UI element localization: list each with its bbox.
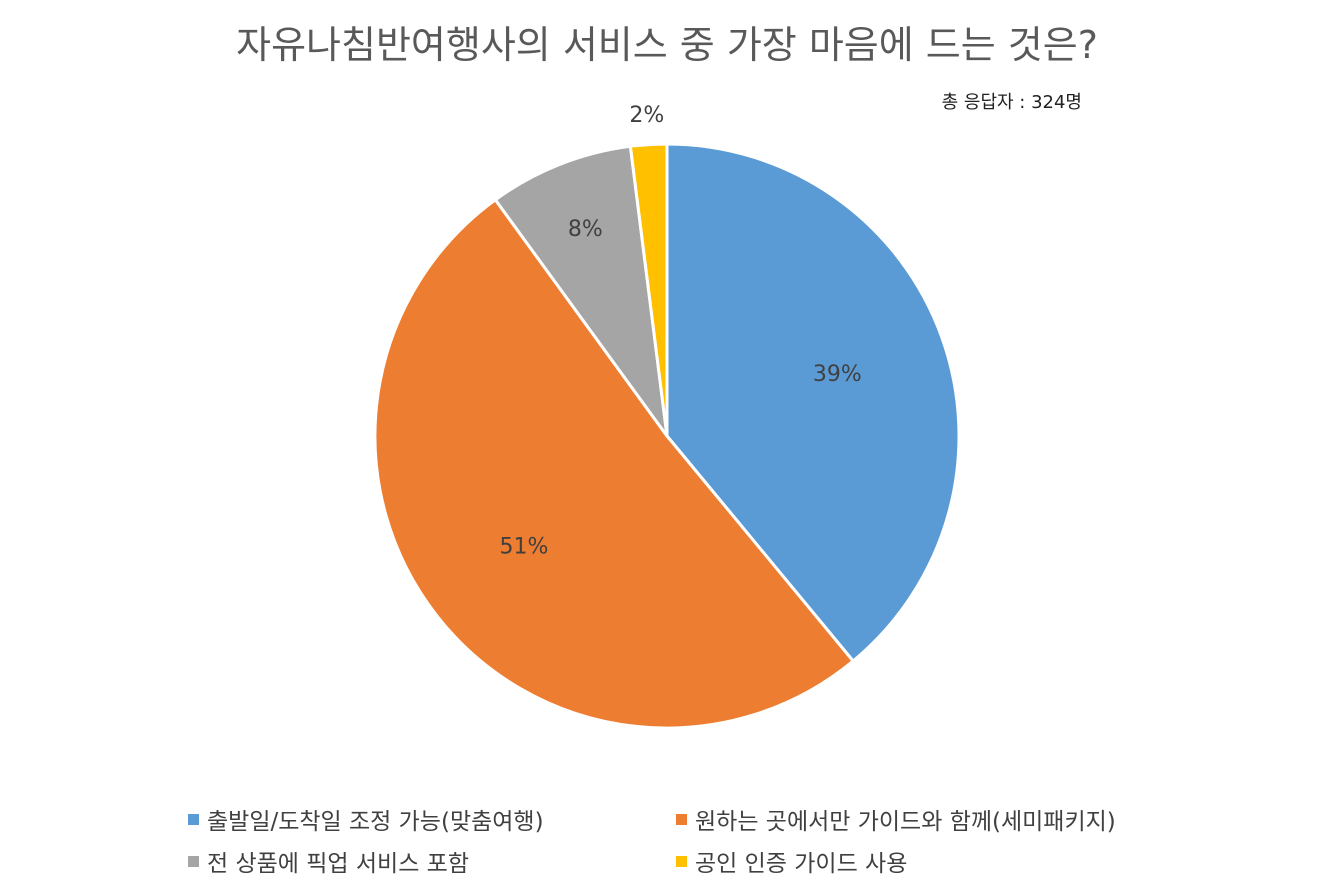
legend-swatch-1 <box>676 813 687 825</box>
legend-label-1: 원하는 곳에서만 가이드와 함께(세미패키지) <box>695 809 1116 835</box>
legend-item-3: 공인 인증 가이드 사용 <box>676 844 907 878</box>
pie-slice-2 <box>493 144 669 438</box>
legend-item-1: 원하는 곳에서만 가이드와 함께(세미패키지) <box>676 802 1116 836</box>
legend-item-0: 출발일/도착일 조정 가능(맞춤여행) <box>188 802 544 836</box>
legend-label-0: 출발일/도착일 조정 가능(맞춤여행) <box>207 809 544 835</box>
data-label-2: 8% <box>568 217 603 242</box>
legend-swatch-0 <box>188 813 199 825</box>
pie-slice-1 <box>373 198 855 730</box>
legend-item-2: 전 상품에 픽업 서비스 포함 <box>188 844 469 878</box>
data-label-3: 2% <box>629 103 664 128</box>
data-label-0: 39% <box>813 362 862 387</box>
data-label-1: 51% <box>500 535 549 560</box>
legend-label-3: 공인 인증 가이드 사용 <box>695 851 908 877</box>
pie-slice-3 <box>628 142 669 438</box>
pie-slice-0 <box>665 142 961 663</box>
legend-swatch-2 <box>188 855 199 867</box>
legend-label-2: 전 상품에 픽업 서비스 포함 <box>207 851 470 877</box>
chart-title: 자유나침반여행사의 서비스 중 가장 마음에 드는 것은? <box>236 23 1098 67</box>
chart-subtitle: 총 응답자 : 324명 <box>941 92 1082 113</box>
legend-swatch-3 <box>676 855 687 867</box>
